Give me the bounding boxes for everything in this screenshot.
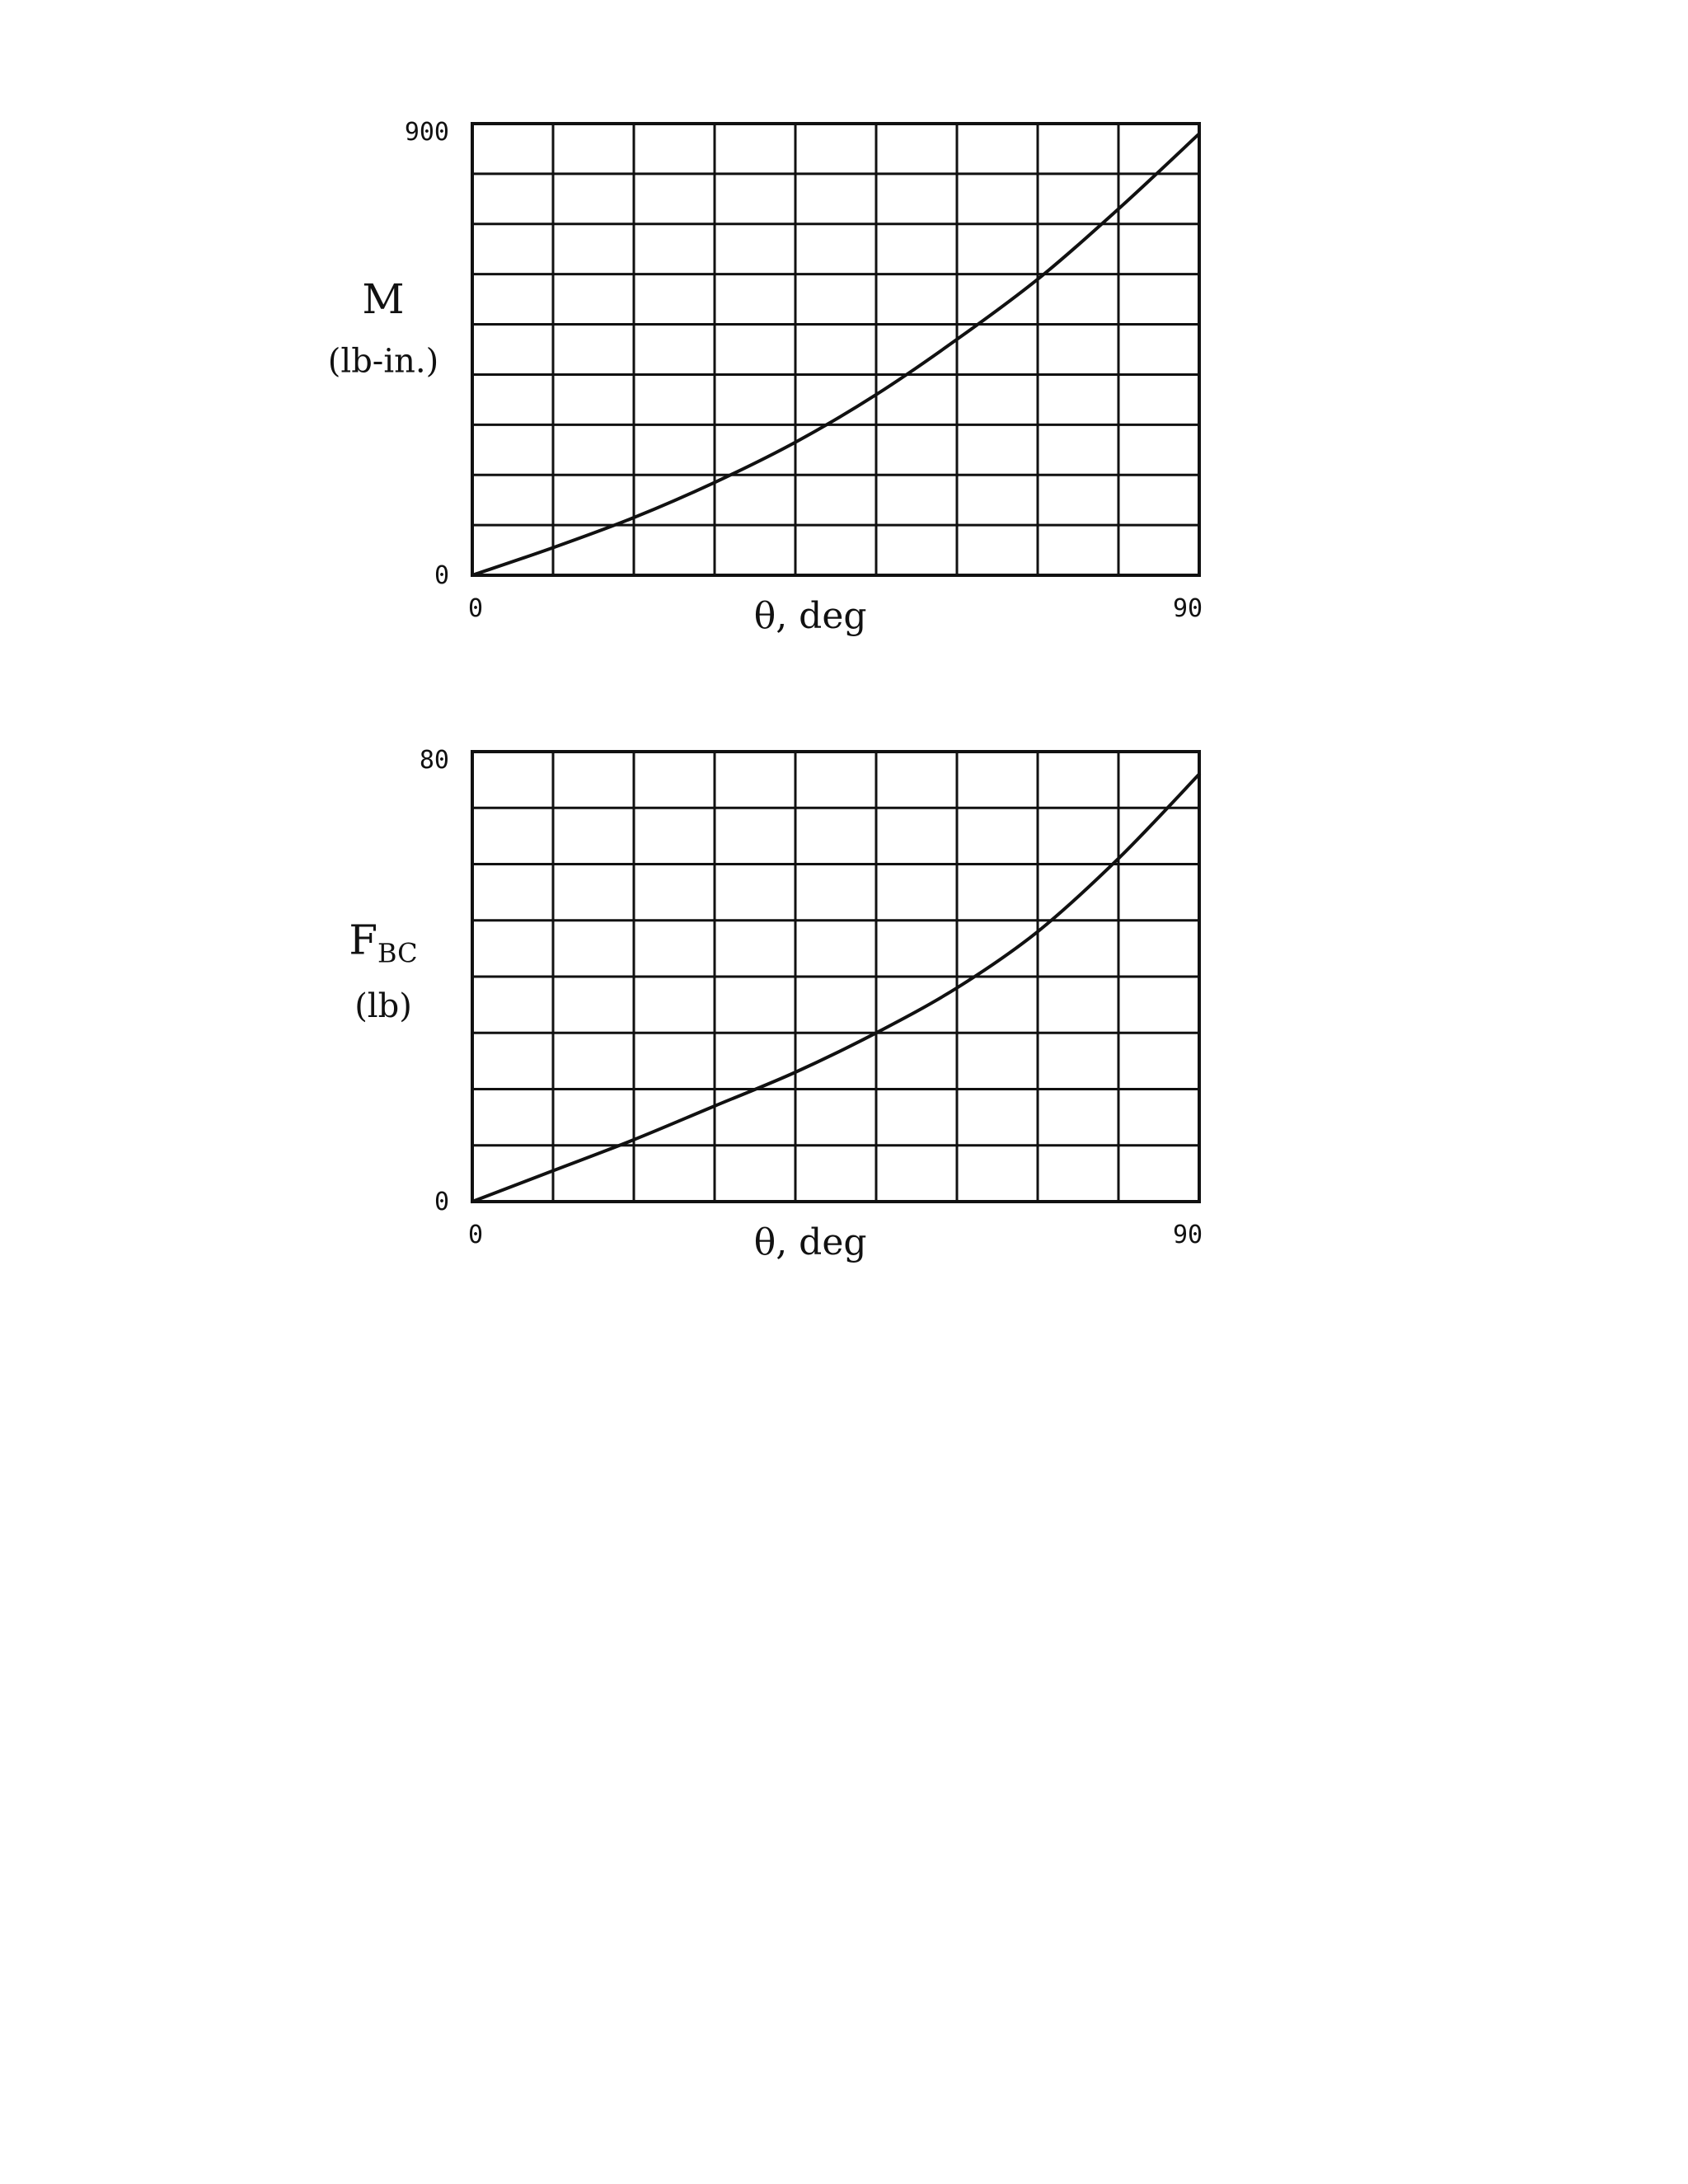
chart-force-xtick-right: 90 (1173, 1221, 1203, 1249)
chart-moment-ylabel: M (362, 275, 404, 323)
chart-moment-xtick-right: 90 (1173, 594, 1203, 623)
chart-force-ylabel-sub: BC (377, 938, 418, 969)
chart-force-frame (471, 750, 1201, 1203)
chart-force-ytick-bottom: 0 (434, 1188, 449, 1216)
chart-moment-points (470, 131, 1202, 578)
chart-moment-yunit: (lb-in.) (328, 342, 438, 380)
chart-force-yunit: (lb) (354, 987, 412, 1025)
chart-moment-xlabel: θ, deg (754, 595, 867, 637)
chart-moment-ytick-bottom: 0 (434, 561, 449, 590)
chart-force-points (470, 771, 1202, 1204)
chart-moment-ytick-top: 900 (405, 118, 449, 147)
chart-force-ylabel: FBC (349, 916, 417, 969)
chart-force-curve (471, 772, 1201, 1203)
chart-force: 80 0 0 90 θ, deg FBC (lb) (349, 746, 1203, 1263)
chart-moment-ylabel-main: M (362, 275, 404, 323)
chart-moment: 900 0 0 90 θ, deg M (lb-in.) (328, 118, 1203, 637)
chart-force-xlabel: θ, deg (754, 1221, 867, 1263)
chart-force-grid (472, 752, 1199, 1202)
chart-moment-frame (471, 122, 1201, 577)
chart-force-ylabel-main: F (349, 916, 377, 964)
chart-moment-curve (471, 132, 1201, 577)
chart-force-xtick-left: 0 (468, 1221, 483, 1249)
chart-moment-xtick-left: 0 (468, 594, 483, 623)
chart-force-ytick-top: 80 (420, 746, 449, 775)
chart-moment-grid (472, 124, 1199, 575)
